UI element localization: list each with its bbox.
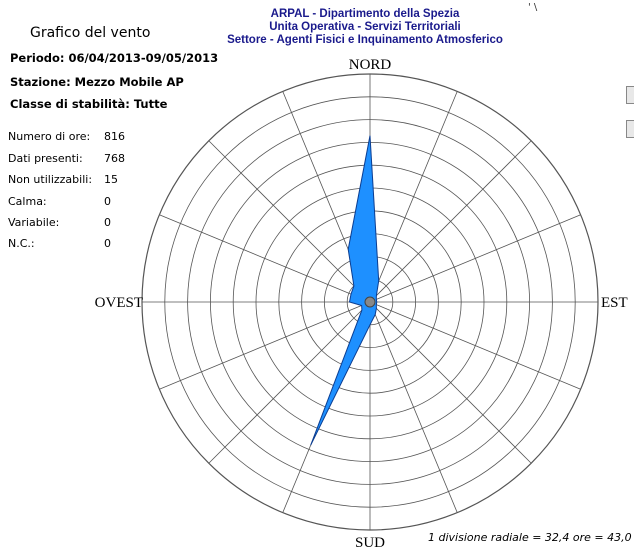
grid-spoke: [369, 301, 581, 390]
stazione-label: Stazione: Mezzo Mobile AP: [10, 75, 184, 89]
stat-row: Numero di ore: 816: [8, 130, 125, 143]
grid-spoke: [369, 301, 532, 464]
cardinal-nord: NORD: [349, 57, 392, 73]
stat-label: Numero di ore:: [8, 130, 91, 143]
header-line-2: Unita Operativa - Servizi Territoriali: [269, 21, 461, 33]
stat-value: 0: [104, 237, 111, 250]
stat-row: Dati presenti: 768: [8, 152, 125, 165]
grid-spoke: [159, 301, 371, 390]
rose-petals: [310, 135, 380, 446]
stat-value: 816: [104, 130, 125, 143]
classe-label: Classe di stabilità: Tutte: [10, 97, 168, 111]
stat-value: 768: [104, 152, 125, 165]
stat-label: Variabile:: [8, 216, 60, 229]
grid-spoke: [369, 301, 458, 513]
rose-grid: [141, 73, 599, 531]
cardinal-ovest: OVEST: [95, 295, 143, 311]
calm-center: [364, 296, 376, 308]
stat-row: N.C.: 0: [8, 237, 111, 250]
stat-label: N.C.:: [8, 237, 35, 250]
corner-mark: ' \: [528, 2, 538, 13]
header-line-3: Settore - Agenti Fisici e Inquinamento A…: [227, 34, 503, 46]
stat-value: 15: [104, 173, 118, 186]
stat-value: 0: [104, 195, 111, 208]
radial-scale-note: 1 divisione radiale = 32,4 ore = 43,0: [428, 531, 632, 544]
stat-label: Non utilizzabili:: [8, 173, 93, 186]
cardinal-est: EST: [601, 295, 628, 311]
stat-row: Calma: 0: [8, 195, 111, 208]
side-button[interactable]: [626, 120, 634, 138]
cardinal-sud: SUD: [355, 535, 385, 549]
stat-label: Dati presenti:: [8, 152, 83, 165]
grid-spoke: [369, 140, 532, 303]
grid-spoke: [208, 301, 371, 464]
chart-panel-title: Grafico del vento: [30, 25, 151, 41]
grid-spoke: [159, 214, 371, 303]
grid-spoke: [208, 140, 371, 303]
side-button[interactable]: [626, 86, 634, 104]
grid-spoke: [369, 91, 458, 303]
stat-row: Variabile: 0: [8, 216, 111, 229]
periodo-label: Periodo: 06/04/2013-09/05/2013: [10, 51, 219, 65]
wind-frequency-polygon: [310, 135, 380, 446]
header-line-1: ARPAL - Dipartimento della Spezia: [270, 8, 460, 20]
stat-label: Calma:: [8, 195, 47, 208]
grid-spoke: [369, 214, 581, 303]
stat-value: 0: [104, 216, 111, 229]
stat-row: Non utilizzabili: 15: [8, 173, 118, 186]
